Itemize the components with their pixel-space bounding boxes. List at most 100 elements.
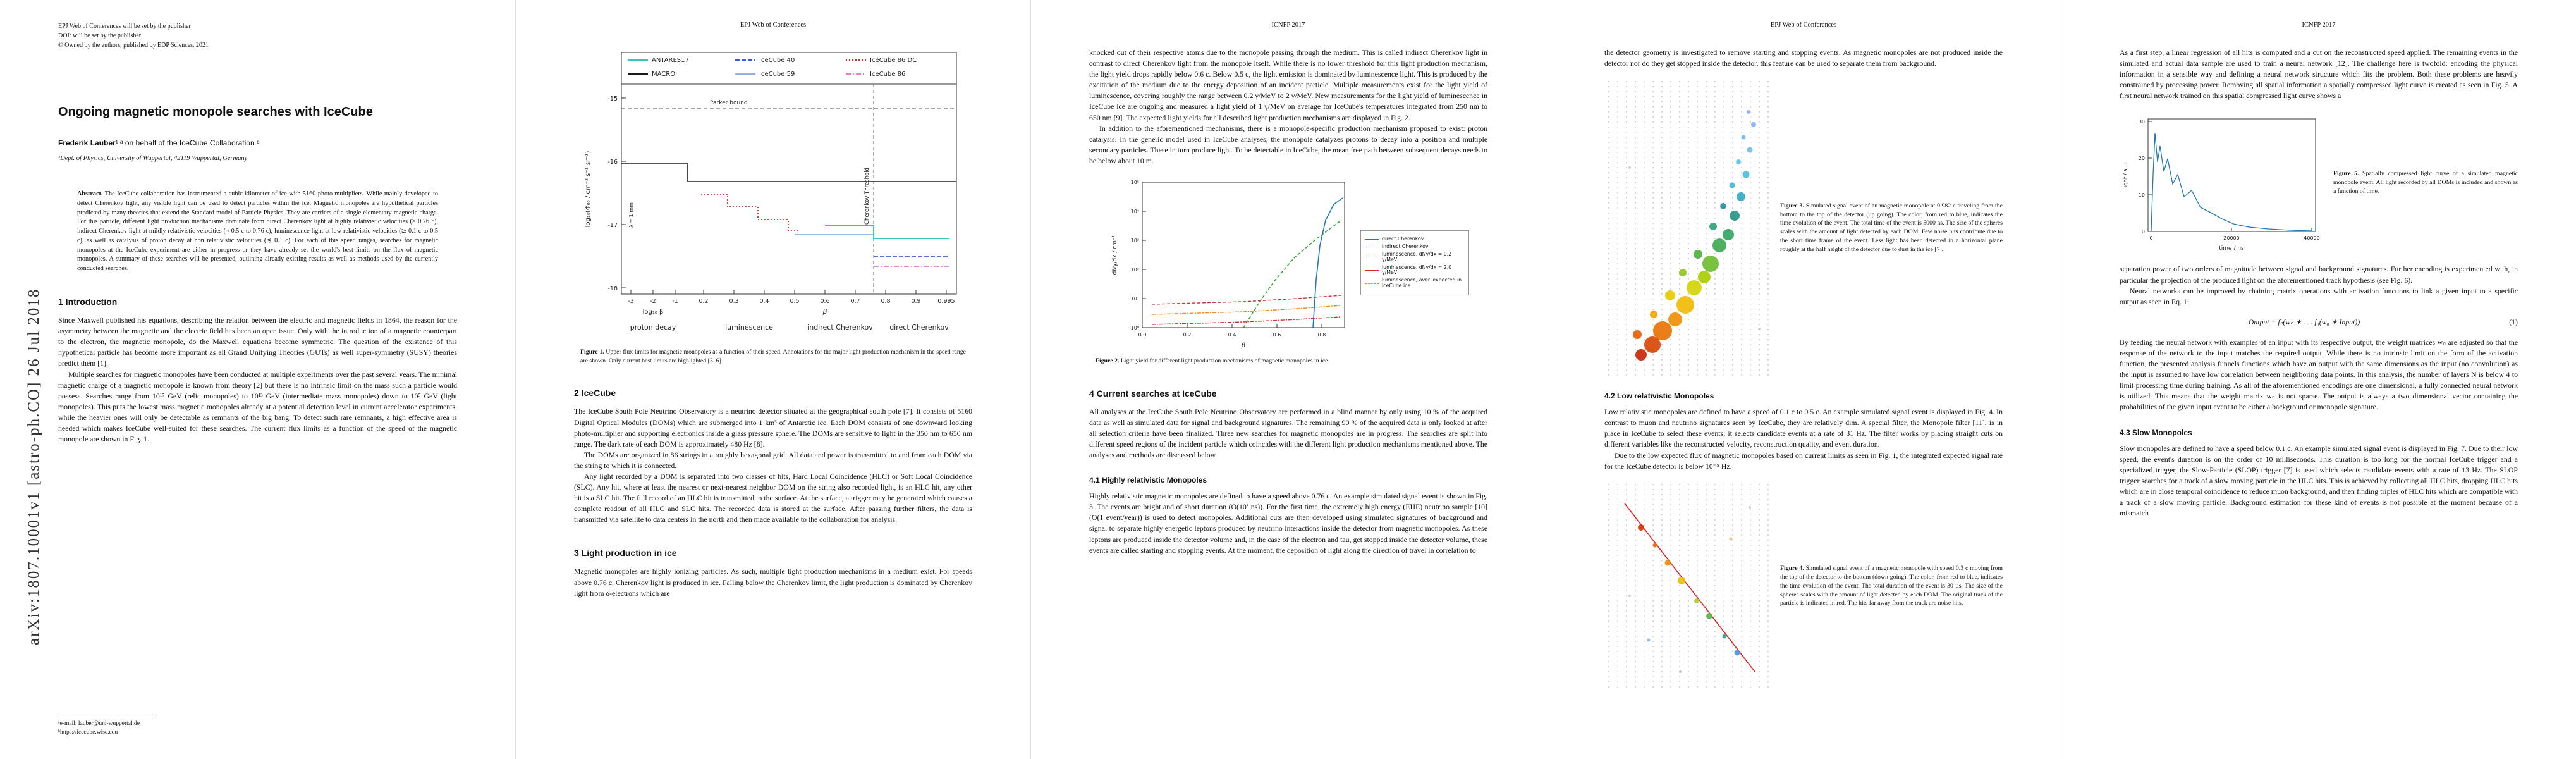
legend-label: luminescence, aver. expected in IceCube … <box>1382 277 1462 289</box>
figure-3-caption-label: Figure 3. <box>1780 202 1804 210</box>
section-4-2-heading: 4.2 Low relativistic Monopoles <box>1604 392 1714 401</box>
section-4-3-paragraph-1: Slow monopoles are defined to have a spe… <box>2120 443 2518 518</box>
legend-label: ANTARES17 <box>652 57 689 64</box>
x-tick: 0.2 <box>699 298 708 305</box>
abstract-text: The IceCube collaboration has instrument… <box>77 190 438 273</box>
figure-2-caption-text: Light yield for different light producti… <box>1120 357 1329 365</box>
x-tick: 0.6 <box>820 298 829 305</box>
section-4-2-paragraph-1: Low relativistic monopoles are defined t… <box>1604 407 2003 449</box>
x-tick: 0 <box>2149 235 2152 241</box>
section-2-paragraph-2: The DOMs are organized in 86 strings in … <box>574 450 972 470</box>
figure-4-event-display <box>1604 481 1769 691</box>
dom-hit-spheres <box>1628 110 1761 361</box>
y-tick: 0 <box>2142 229 2145 235</box>
figure-5-caption-label: Figure 5. <box>2333 170 2359 178</box>
paragraph-1: As a first step, a linear regression of … <box>2120 48 2518 101</box>
x-axis-label: time / ns <box>2219 245 2244 252</box>
x-tick: -3 <box>628 298 633 305</box>
figure-4-caption: Figure 4. Simulated signal event of a ma… <box>1780 564 2003 608</box>
x-tick: 0.4 <box>759 298 769 305</box>
page-2: EPJ Web of Conferences ANTARES17 MACRO I… <box>515 0 1030 759</box>
section-3-heading: 3 Light production in ice <box>574 548 677 558</box>
x-tick: 0.5 <box>790 298 799 305</box>
figure-1-y-axis: -15 -16 -17 -18 log₁₀(Φ₉₀ / cm⁻² s⁻¹ sr⁻… <box>585 96 626 292</box>
legend-label: indirect Cherenkov <box>1382 243 1429 249</box>
x-tick: 0.6 <box>1273 332 1281 338</box>
intro-paragraph-2: Multiple searches for magnetic monopoles… <box>58 369 457 444</box>
figure-5-caption-text: Spatially compressed light curve of a si… <box>2333 170 2518 195</box>
page-1: arXiv:1807.10001v1 [astro-ph.CO] 26 Jul … <box>0 0 515 759</box>
legend-item: direct Cherenkov <box>1365 235 1465 242</box>
figure-2-caption: Figure 2. Light yield for different ligh… <box>1096 357 1481 366</box>
continuation-paragraph: the detector geometry is investigated to… <box>1604 48 2003 68</box>
x-tick: 40000 <box>2304 235 2319 241</box>
figure-1-legend: ANTARES17 MACRO IceCube 40 IceCube 59 Ic… <box>628 57 917 78</box>
light-curve <box>2151 133 2312 232</box>
author-affil-marks: ¹,ᵃ on behalf of the IceCube Collaborati… <box>115 139 260 147</box>
legend-item: luminescence, dNγ/dx = 2.0 γ/MeV <box>1365 264 1465 276</box>
y-tick: 10⁴ <box>1131 209 1139 214</box>
paragraph-4: By feeding the neural network with examp… <box>2120 337 2518 412</box>
running-header: EPJ Web of Conferences <box>1770 22 1837 28</box>
x-tick: 0.0 <box>1138 332 1147 338</box>
figure-2-legend: direct Cherenkov indirect Cherenkov lumi… <box>1360 230 1469 296</box>
y-tick: 10³ <box>1131 238 1139 244</box>
page-3: ICNFP 2017 knocked out of their respecti… <box>1030 0 1546 759</box>
page-5: ICNFP 2017 As a first step, a linear reg… <box>2061 0 2576 759</box>
continuation-paragraph-2: In addition to the aforementioned mechan… <box>1089 123 1487 165</box>
continuation-paragraph-1: knocked out of their respective atoms du… <box>1089 48 1487 122</box>
figure-2-x-axis: 0.0 0.2 0.4 0.6 0.8 β <box>1138 324 1326 349</box>
intro-paragraph-1: Since Maxwell published his equations, d… <box>58 316 457 368</box>
monopole-track-line <box>1624 503 1755 672</box>
figure-4-caption-label: Figure 4. <box>1780 565 1804 572</box>
section-4-paragraph-1: All analyses at the IceCube South Pole N… <box>1089 407 1487 460</box>
x-tick: 0.4 <box>1228 332 1236 338</box>
running-header: ICNFP 2017 <box>1271 22 1305 28</box>
legend-label: MACRO <box>652 71 675 78</box>
section-4-2-paragraph-2: Due to the low expected flux of magnetic… <box>1604 450 2003 471</box>
legend-label: IceCube 86 DC <box>870 57 917 64</box>
y-axis-label: dNγ/dx / cm⁻¹ <box>1112 235 1118 275</box>
figure-1-x-axis: -3 -2 -1 0.2 0.3 0.4 0.5 0.6 0.7 0.8 0.9… <box>628 290 955 316</box>
figure-2-curves <box>1151 197 1343 328</box>
section-4-1-paragraph-1: Highly relativistic magnetic monopoles a… <box>1089 491 1487 555</box>
legend-label: IceCube 86 <box>870 71 905 78</box>
copyright-line: © Owned by the authors, published by EDP… <box>58 42 209 49</box>
publisher-header: EPJ Web of Conferences will be set by th… <box>58 22 457 50</box>
legend-label: direct Cherenkov <box>1382 235 1424 242</box>
equation-1: Output = fₙ(wₙ ∗ . . . f₀(w₀ ∗ Input)) (… <box>2120 318 2518 327</box>
figure-2-caption-label: Figure 2. <box>1096 357 1120 365</box>
region-label: indirect Cherenkov <box>807 323 873 331</box>
dom-hit-spheres <box>1628 505 1751 673</box>
legend-label: IceCube 59 <box>759 71 795 78</box>
equation-1-number: (1) <box>2509 317 2518 326</box>
legend-label: luminescence, dNγ/dx = 0.2 γ/MeV <box>1382 250 1452 262</box>
paragraph-3: Neural networks can be improved by chain… <box>2120 286 2518 306</box>
section-1-heading: 1 Introduction <box>58 297 118 307</box>
figure-1: ANTARES17 MACRO IceCube 40 IceCube 59 Ic… <box>574 47 972 343</box>
section-4-1-heading: 4.1 Highly relativistic Monopoles <box>1089 476 1207 485</box>
x-tick: 0.8 <box>1318 332 1326 338</box>
figure-5: 0 10 20 30 light / a.u. 0 20000 40000 ti… <box>2120 111 2518 254</box>
x-tick: 0.2 <box>1183 332 1192 338</box>
page-4: EPJ Web of Conferences the detector geom… <box>1546 0 2061 759</box>
parker-bound-label: Parker bound <box>710 100 748 106</box>
y-axis-label: log₁₀(Φ₉₀ / cm⁻² s⁻¹ sr⁻¹) <box>585 151 592 228</box>
y-tick: -16 <box>607 159 618 166</box>
legend-item: luminescence, dNγ/dx = 0.2 γ/MeV <box>1365 250 1465 263</box>
figure-4-caption-text: Simulated signal event of a magnetic mon… <box>1780 565 2003 607</box>
figure-1-region-labels: proton decay luminescence indirect Chere… <box>630 323 949 331</box>
legend-item: luminescence, aver. expected in IceCube … <box>1365 277 1465 289</box>
figure-3-event-display <box>1604 79 1769 377</box>
equation-1-body: Output = fₙ(wₙ ∗ . . . f₀(w₀ ∗ Input)) <box>2248 317 2360 326</box>
footnote-email: ᵃe-mail: lauber@uni-wuppertal.de <box>58 720 140 727</box>
figure-3-caption-text: Simulated signal event of an magnetic mo… <box>1780 202 2003 253</box>
y-tick: -15 <box>607 96 618 102</box>
y-axis-label: light / a.u. <box>2123 162 2129 189</box>
affiliation: ¹Dept. of Physics, University of Wuppert… <box>58 155 248 162</box>
figure-5-caption: Figure 5. Spatially compressed light cur… <box>2333 170 2518 195</box>
section-4-heading: 4 Current searches at IceCube <box>1089 388 1217 398</box>
section-2-heading: 2 IceCube <box>574 388 616 398</box>
figure-1-caption-text: Upper flux limits for magnetic monopoles… <box>580 349 967 364</box>
lambda-label: λ = 1 mm <box>628 202 634 228</box>
